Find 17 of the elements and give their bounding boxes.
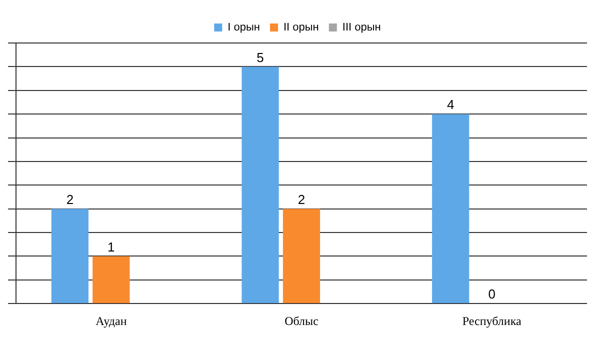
data-label: 2: [66, 192, 74, 207]
x-tick-label: Республика: [462, 314, 522, 328]
data-label: 0: [488, 286, 496, 302]
data-label: 1: [108, 239, 115, 254]
data-label: 4: [446, 97, 454, 112]
data-label: 5: [256, 50, 264, 65]
x-tick-label: Облыс: [284, 314, 318, 328]
bar: [242, 66, 279, 304]
legend-label: III орын: [342, 22, 381, 34]
bar: [282, 208, 320, 304]
bar: [92, 256, 130, 304]
legend-label: I орын: [228, 22, 260, 34]
x-tick-label: Аудан: [96, 314, 128, 328]
legend-label: II орын: [284, 22, 319, 34]
data-label: 2: [298, 192, 306, 207]
bar: [51, 208, 88, 304]
bar: [432, 114, 470, 304]
